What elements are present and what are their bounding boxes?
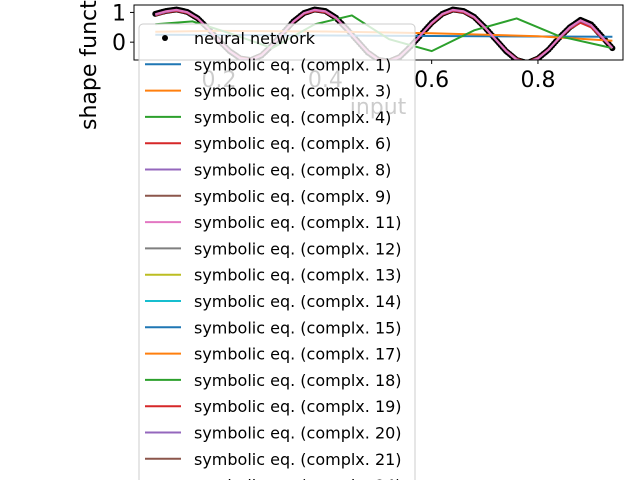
legend-item: symbolic eq. (complx. 6) [145, 134, 391, 153]
legend-label: symbolic eq. (complx. 11) [194, 213, 402, 232]
legend-label: symbolic eq. (complx. 21) [194, 450, 402, 469]
legend-label: symbolic eq. (complx. 20) [194, 424, 402, 443]
legend-label: symbolic eq. (complx. 9) [194, 187, 391, 206]
y-tick-label: 0 [112, 31, 126, 56]
x-tick-label: 0.8 [520, 68, 555, 93]
legend-label: symbolic eq. (complx. 3) [194, 82, 391, 101]
legend-item: symbolic eq. (complx. 1) [145, 55, 391, 74]
legend-label: symbolic eq. (complx. 4) [194, 108, 391, 127]
legend-marker [162, 35, 168, 41]
legend-label: symbolic eq. (complx. 24) [194, 476, 402, 480]
data-point [526, 59, 528, 60]
legend-label: symbolic eq. (complx. 12) [194, 239, 402, 258]
legend-label: symbolic eq. (complx. 1) [194, 55, 391, 74]
y-tick-label: 1 [112, 1, 126, 26]
legend-item: symbolic eq. (complx. 20) [145, 424, 402, 443]
legend-item: symbolic eq. (complx. 3) [145, 82, 391, 101]
legend-item: symbolic eq. (complx. 12) [145, 239, 402, 258]
legend-item: symbolic eq. (complx. 21) [145, 450, 402, 469]
legend-item: neural network [162, 29, 316, 48]
legend-box [138, 23, 416, 484]
legend-label: symbolic eq. (complx. 8) [194, 161, 391, 180]
legend-label: neural network [194, 29, 316, 48]
legend-item: symbolic eq. (complx. 17) [145, 345, 402, 364]
legend-item: symbolic eq. (complx. 4) [145, 108, 391, 127]
x-tick-label: 0.6 [414, 68, 449, 93]
legend-label: symbolic eq. (complx. 13) [194, 266, 402, 285]
y-axis-label: shape function [77, 0, 102, 130]
legend-item: symbolic eq. (complx. 13) [145, 266, 402, 285]
legend-item: symbolic eq. (complx. 14) [145, 292, 402, 311]
legend-item: symbolic eq. (complx. 18) [145, 371, 402, 390]
legend-item: symbolic eq. (complx. 9) [145, 187, 391, 206]
legend-item: symbolic eq. (complx. 8) [145, 161, 391, 180]
legend-label: symbolic eq. (complx. 15) [194, 318, 402, 337]
legend-item: symbolic eq. (complx. 11) [145, 213, 402, 232]
legend-item: symbolic eq. (complx. 19) [145, 397, 402, 416]
legend: neural network symbolic eq. (complx. 1) sy… [138, 23, 416, 484]
legend-label: symbolic eq. (complx. 17) [194, 345, 402, 364]
legend-label: symbolic eq. (complx. 19) [194, 397, 402, 416]
legend-label: symbolic eq. (complx. 6) [194, 134, 391, 153]
legend-label: symbolic eq. (complx. 18) [194, 371, 402, 390]
legend-label: symbolic eq. (complx. 14) [194, 292, 402, 311]
legend-item: symbolic eq. (complx. 15) [145, 318, 402, 337]
